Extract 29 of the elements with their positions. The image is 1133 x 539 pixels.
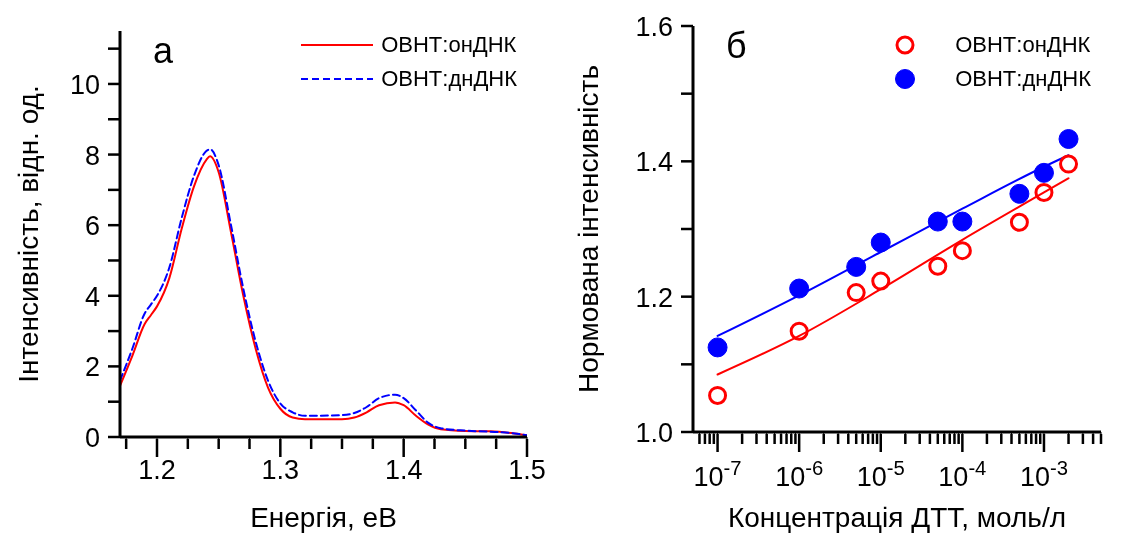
x-tick-label: 1.3 — [261, 455, 300, 485]
x-tick-label: 1.5 — [508, 455, 546, 485]
legend-label: ОВНТ:днДНК — [955, 66, 1091, 92]
y-tick-label: 2 — [84, 352, 100, 383]
x-tick-label: 1.2 — [138, 455, 176, 485]
x-axis-title: Енергія, еВ — [250, 502, 397, 533]
y-tick-label: 0 — [84, 423, 100, 453]
x-axis-title: Концентрація ДТТ, моль/л — [727, 502, 1067, 533]
y-axis-title: Нормована інтенсивність — [572, 65, 604, 393]
legend-label: ОВНТ:онДНК — [381, 32, 517, 58]
legend-label: ОВНТ:днДНК — [381, 66, 517, 92]
y-tick-label: 8 — [84, 140, 100, 171]
y-tick-label: 1.6 — [635, 12, 673, 42]
x-tick-label: 1.4 — [384, 455, 423, 485]
y-tick-label: 6 — [84, 211, 100, 242]
y-tick-label: 4 — [84, 281, 100, 312]
x-tick-label: 10$^{-4}$ — [938, 457, 987, 492]
x-tick-label: 10$^{-3}$ — [1019, 457, 1068, 492]
y-tick-label: 1.0 — [635, 418, 673, 448]
y-tick-label: 10 — [69, 69, 100, 100]
x-tick-label: 10$^{-6}$ — [775, 457, 824, 492]
annotation: а — [153, 30, 174, 71]
annotation: б — [726, 25, 747, 66]
x-tick-label: 10$^{-7}$ — [693, 457, 742, 492]
legend-label: ОВНТ:онДНК — [955, 32, 1091, 58]
y-tick-label: 1.4 — [635, 147, 673, 178]
y-tick-label: 1.2 — [635, 282, 673, 313]
x-tick-label: 10$^{-5}$ — [856, 457, 905, 492]
y-axis-title: Інтенсивність, відн. од. — [12, 85, 44, 383]
